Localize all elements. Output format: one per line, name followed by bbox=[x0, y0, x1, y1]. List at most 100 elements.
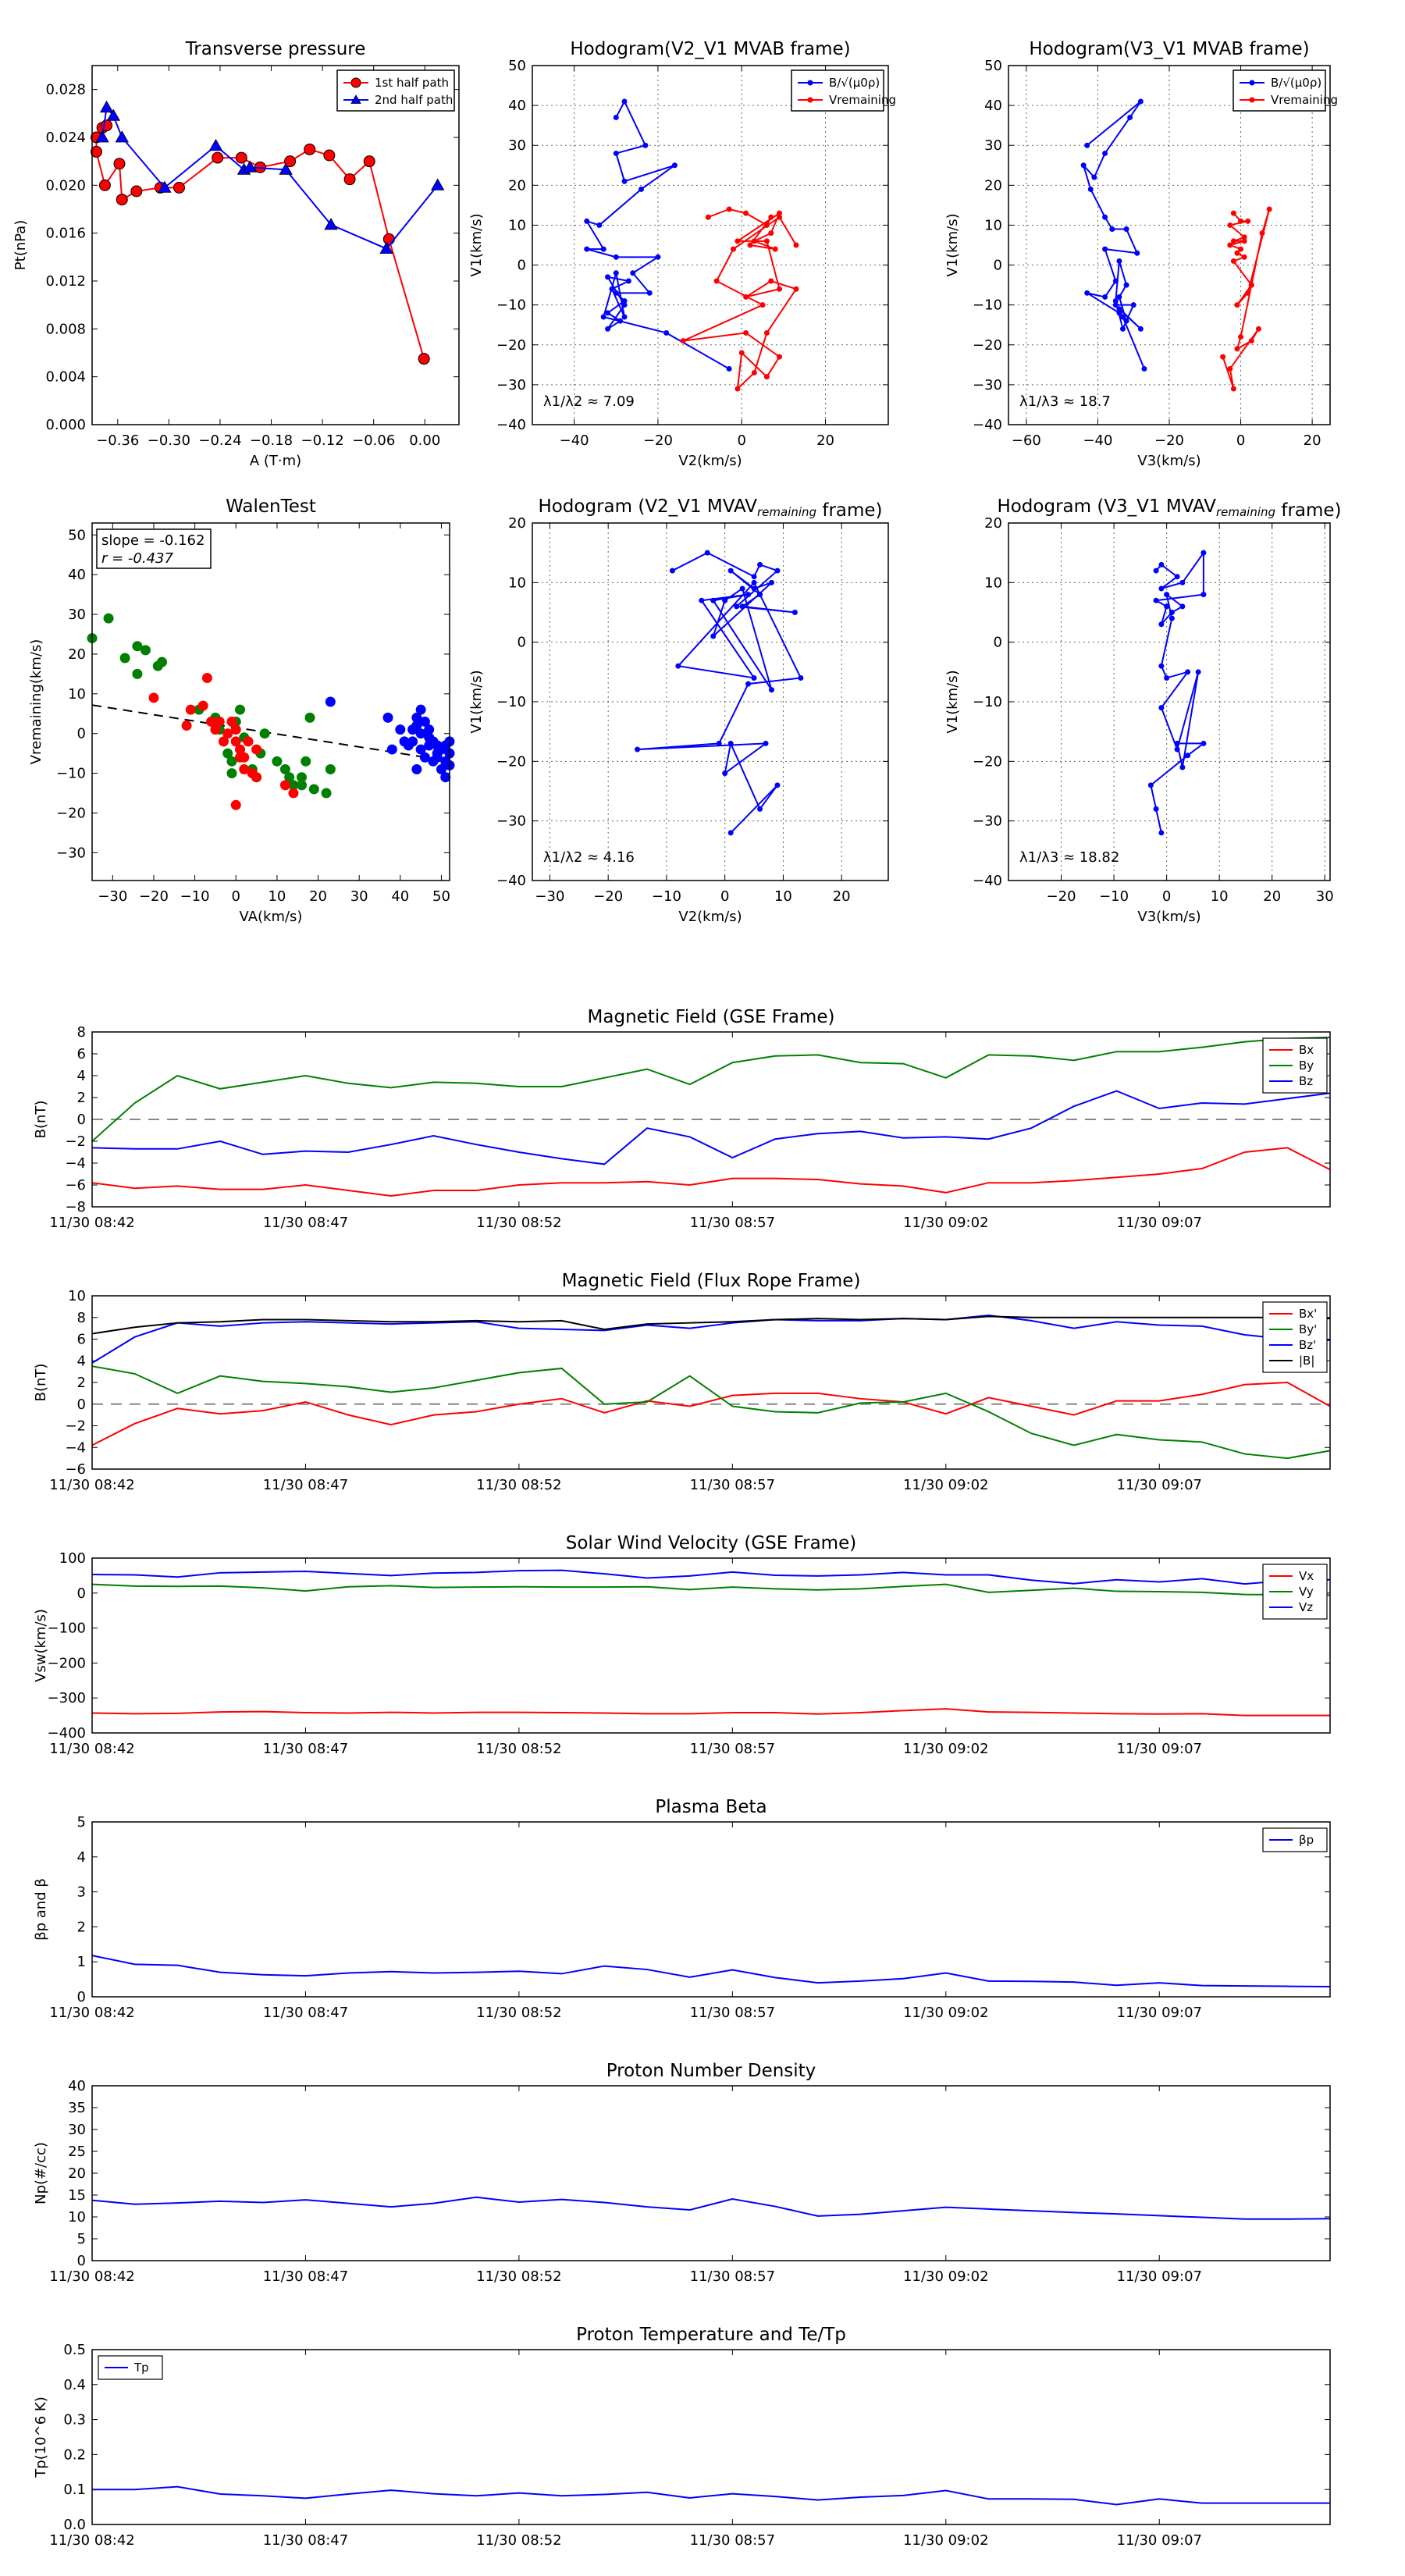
data-marker bbox=[1195, 669, 1201, 675]
data-marker bbox=[1130, 302, 1136, 308]
data-marker bbox=[1230, 210, 1236, 216]
y-tick-label: 20 bbox=[68, 646, 86, 663]
legend-label: βp bbox=[1299, 1833, 1314, 1847]
x-tick-label: 10 bbox=[268, 888, 286, 905]
y-tick-label: −30 bbox=[973, 813, 1002, 830]
x-tick-label: 11/30 08:52 bbox=[476, 1741, 561, 1757]
data-marker bbox=[415, 704, 426, 715]
x-tick-label: 20 bbox=[1304, 432, 1321, 449]
y-tick-label: 40 bbox=[508, 98, 526, 114]
data-marker bbox=[197, 700, 208, 711]
y-tick-label: 0.5 bbox=[63, 2342, 86, 2358]
x-tick-label: 11/30 09:07 bbox=[1117, 2268, 1202, 2285]
series-line bbox=[92, 2485, 1330, 2506]
data-marker bbox=[584, 218, 590, 224]
data-marker bbox=[415, 744, 426, 755]
y-tick-label: −10 bbox=[973, 297, 1002, 314]
data-marker bbox=[1200, 592, 1207, 598]
x-tick-label: −10 bbox=[180, 888, 210, 905]
data-marker bbox=[1241, 238, 1247, 244]
x-tick-label: 11/30 09:02 bbox=[903, 1477, 988, 1493]
data-marker bbox=[621, 298, 628, 304]
slope-annotation: slope = -0.162 bbox=[101, 532, 205, 549]
data-marker bbox=[1141, 365, 1147, 372]
data-marker bbox=[140, 645, 151, 656]
data-marker bbox=[1185, 669, 1191, 675]
data-marker bbox=[716, 740, 722, 746]
data-marker bbox=[210, 724, 221, 735]
data-marker bbox=[386, 744, 397, 755]
data-marker bbox=[727, 740, 734, 746]
data-marker bbox=[731, 246, 737, 252]
data-marker bbox=[288, 780, 299, 791]
data-marker bbox=[1116, 294, 1122, 300]
data-marker bbox=[1080, 162, 1087, 169]
y-tick-label: −40 bbox=[496, 417, 526, 433]
data-marker bbox=[745, 681, 752, 687]
data-marker bbox=[768, 687, 774, 693]
x-tick-label: 11/30 08:47 bbox=[263, 1215, 348, 1231]
data-marker bbox=[99, 100, 114, 113]
y-tick-label: −300 bbox=[48, 1690, 86, 1706]
y-tick-label: 100 bbox=[59, 1550, 86, 1567]
r-annotation: r = -0.437 bbox=[101, 550, 173, 567]
data-marker bbox=[722, 597, 728, 603]
data-marker bbox=[727, 568, 734, 574]
y-tick-label: 30 bbox=[508, 137, 526, 154]
data-marker bbox=[763, 374, 770, 380]
y-tick-label: −10 bbox=[56, 766, 86, 782]
y-tick-label: 5 bbox=[77, 2231, 86, 2247]
y-tick-label: −4 bbox=[65, 1155, 86, 1172]
data-marker bbox=[379, 241, 393, 254]
series-line bbox=[101, 105, 439, 250]
data-marker bbox=[710, 633, 717, 639]
data-marker bbox=[1153, 806, 1159, 812]
data-marker bbox=[1227, 365, 1233, 372]
x-axis-label: V3(km/s) bbox=[1137, 909, 1200, 925]
panel-title: Plasma Beta bbox=[655, 1797, 767, 1817]
x-tick-label: −0.36 bbox=[96, 432, 139, 449]
y-tick-label: 0.008 bbox=[45, 321, 86, 337]
x-tick-label: 0 bbox=[720, 888, 729, 905]
data-marker bbox=[735, 238, 741, 244]
data-marker bbox=[735, 386, 741, 392]
series-line bbox=[637, 552, 802, 834]
data-marker bbox=[243, 160, 257, 173]
y-tick-label: 30 bbox=[68, 607, 86, 623]
data-marker bbox=[1168, 610, 1175, 615]
plot-frame bbox=[532, 65, 889, 425]
y-axis-label: Tp(10^6 K) bbox=[33, 2396, 49, 2478]
data-marker bbox=[419, 716, 430, 727]
y-tick-label: 0 bbox=[994, 635, 1002, 651]
x-tick-label: 11/30 08:57 bbox=[690, 1215, 775, 1231]
y-tick-label: −6 bbox=[65, 1177, 86, 1194]
y-tick-label: 5 bbox=[77, 1814, 86, 1831]
data-marker bbox=[119, 653, 130, 664]
data-marker bbox=[584, 246, 590, 252]
data-marker bbox=[321, 788, 332, 799]
data-marker bbox=[768, 579, 774, 585]
data-marker bbox=[419, 752, 430, 763]
y-tick-label: −20 bbox=[56, 805, 86, 821]
panel-title: Magnetic Field (GSE Frame) bbox=[588, 1007, 835, 1027]
panel-title: Proton Number Density bbox=[606, 2061, 816, 2081]
data-marker bbox=[284, 772, 295, 783]
data-marker bbox=[621, 314, 628, 320]
data-marker bbox=[1164, 592, 1170, 598]
x-tick-label: −40 bbox=[560, 432, 589, 449]
data-marker bbox=[727, 830, 734, 836]
data-marker bbox=[222, 748, 233, 759]
x-axis-label: V2(km/s) bbox=[678, 909, 742, 925]
data-marker bbox=[621, 302, 628, 308]
data-marker bbox=[646, 290, 653, 296]
panel-title: Hodogram(V2_V1 MVAB frame) bbox=[570, 39, 850, 59]
annotation-box bbox=[96, 528, 212, 569]
x-tick-label: 11/30 08:42 bbox=[49, 1215, 134, 1231]
y-tick-label: 0 bbox=[77, 2253, 86, 2269]
data-marker bbox=[1234, 250, 1240, 256]
data-marker bbox=[1102, 294, 1108, 300]
series-line bbox=[91, 1315, 1331, 1335]
data-marker bbox=[411, 712, 422, 723]
data-marker bbox=[411, 764, 422, 775]
series-line bbox=[91, 1708, 1330, 1717]
